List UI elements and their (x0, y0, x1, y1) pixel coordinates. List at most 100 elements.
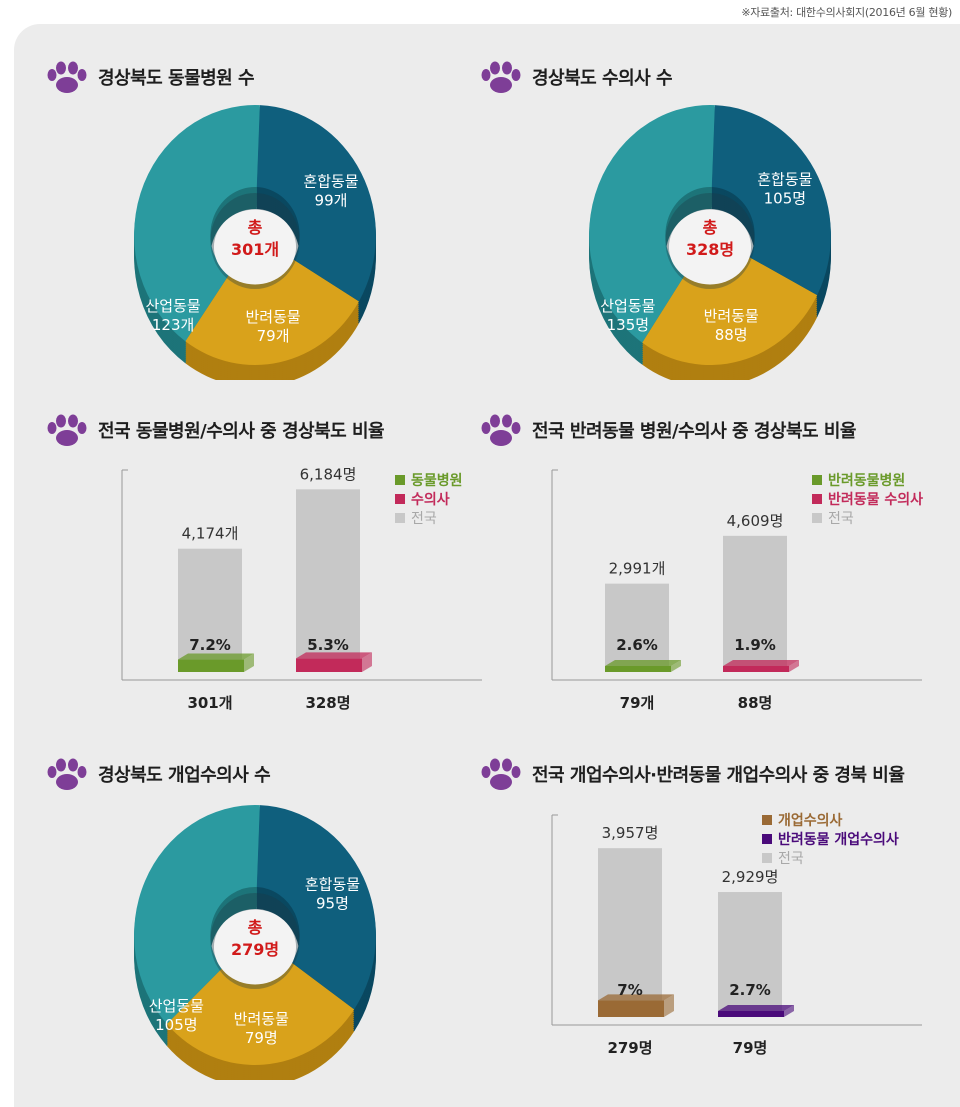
paw-toe (481, 69, 491, 81)
center-total-label: 총 (248, 218, 263, 237)
paw-pad (490, 77, 512, 93)
value-bar-top (605, 660, 681, 666)
paw-toe (511, 422, 521, 434)
legend-label: 전국 (828, 511, 854, 527)
source-note: ※자료출처: 대한수의사회지(2016년 6월 현황) (741, 6, 952, 19)
value-bar-side (789, 660, 799, 672)
paw-toe (481, 422, 491, 434)
title-companion-ratio-text: 전국 반려동물 병원/수의사 중 경상북도 비율 (532, 421, 857, 442)
legend-label: 반려동물 수의사 (828, 491, 923, 508)
value-bar-top (178, 653, 254, 660)
value-label: 79명 (733, 1039, 768, 1057)
paw-icon (47, 758, 87, 790)
total-bar (718, 892, 782, 1017)
legend-label: 개업수의사 (778, 812, 843, 829)
title-practicing-ratio: 전국 개업수의사·반려동물 개업수의사 중 경북 비율 (480, 757, 905, 791)
donut-slice (185, 259, 359, 365)
center-total-label: 총 (248, 918, 263, 937)
paw-toe (68, 61, 78, 75)
legend-label: 동물병원 (411, 472, 463, 489)
value-label: 301개 (187, 694, 232, 712)
value-label: 88명 (738, 694, 773, 712)
center-total-value: 301개 (231, 240, 279, 259)
paw-pad (490, 430, 512, 446)
paw-icon (481, 758, 521, 790)
paw-toe (502, 414, 512, 428)
total-bar (178, 548, 242, 672)
total-label: 2,929명 (722, 868, 779, 886)
center-total-label: 총 (703, 218, 718, 237)
paw-icon (481, 61, 521, 93)
paw-toe (68, 758, 78, 772)
title-clinics: 경상북도 동물병원 수 (46, 60, 255, 94)
paw-pad (56, 77, 78, 93)
slice-value: 105명 (155, 1016, 197, 1034)
paw-toe (56, 414, 66, 428)
donut-slice (642, 257, 818, 366)
paw-toe (56, 758, 66, 772)
total-bar (296, 489, 360, 672)
slice-name: 반려동물 (245, 308, 300, 326)
paw-toe (77, 766, 87, 778)
donut-slice (256, 805, 376, 1010)
value-bar-top (718, 1005, 794, 1011)
total-bar (605, 583, 669, 672)
center-total-value: 328명 (686, 240, 734, 259)
paw-toe (490, 758, 500, 772)
slice-value: 105명 (764, 189, 806, 207)
paw-toe (502, 758, 512, 772)
donut-hole (213, 909, 297, 985)
value-bar (598, 1000, 664, 1017)
legend-swatch (395, 494, 405, 504)
slice-name: 혼합동물 (305, 876, 360, 894)
legend-swatch (395, 475, 405, 485)
value-bar (723, 666, 789, 672)
pct-label: 1.9% (734, 636, 776, 654)
paw-toe (490, 414, 500, 428)
slice-value: 88명 (715, 326, 748, 344)
donut-slice (166, 962, 355, 1065)
paw-toe (47, 766, 57, 778)
donut-hole (213, 209, 297, 285)
title-clinics-text: 경상북도 동물병원 수 (98, 68, 255, 89)
donut-slice (589, 105, 715, 343)
slice-value: 135명 (607, 316, 649, 334)
title-practicing: 경상북도 개업수의사 수 (46, 757, 271, 791)
legend-label: 전국 (778, 851, 804, 867)
paw-toe (490, 61, 500, 75)
slice-value: 99개 (315, 192, 348, 210)
pct-label: 5.3% (307, 636, 349, 654)
legend-label: 수의사 (411, 491, 450, 508)
paw-pad (490, 774, 512, 790)
value-bar-side (671, 660, 681, 672)
donut-hole (668, 209, 752, 285)
value-label: 328명 (305, 694, 350, 712)
value-label: 279명 (607, 1039, 652, 1057)
legend-swatch (762, 815, 772, 825)
donut-slice (256, 105, 376, 302)
slice-name: 반려동물 (234, 1010, 289, 1028)
title-national-ratio-text: 전국 동물병원/수의사 중 경상북도 비율 (98, 421, 385, 442)
total-label: 4,174개 (182, 525, 239, 543)
title-practicing-text: 경상북도 개업수의사 수 (98, 765, 271, 786)
value-label: 79개 (620, 694, 655, 712)
paw-toe (77, 69, 87, 81)
slice-name: 혼합동물 (303, 173, 358, 191)
paw-toe (511, 766, 521, 778)
legend-swatch (812, 513, 822, 523)
pct-label: 2.6% (616, 636, 658, 654)
legend-label: 전국 (411, 511, 437, 527)
donut-slice (134, 805, 260, 1024)
value-bar-side (244, 653, 254, 672)
total-label: 2,991개 (609, 560, 666, 578)
legend-swatch (812, 494, 822, 504)
title-companion-ratio: 전국 반려동물 병원/수의사 중 경상북도 비율 (480, 413, 857, 447)
total-bar (598, 848, 662, 1017)
value-bar (296, 658, 362, 672)
slice-value: 123개 (152, 316, 194, 334)
